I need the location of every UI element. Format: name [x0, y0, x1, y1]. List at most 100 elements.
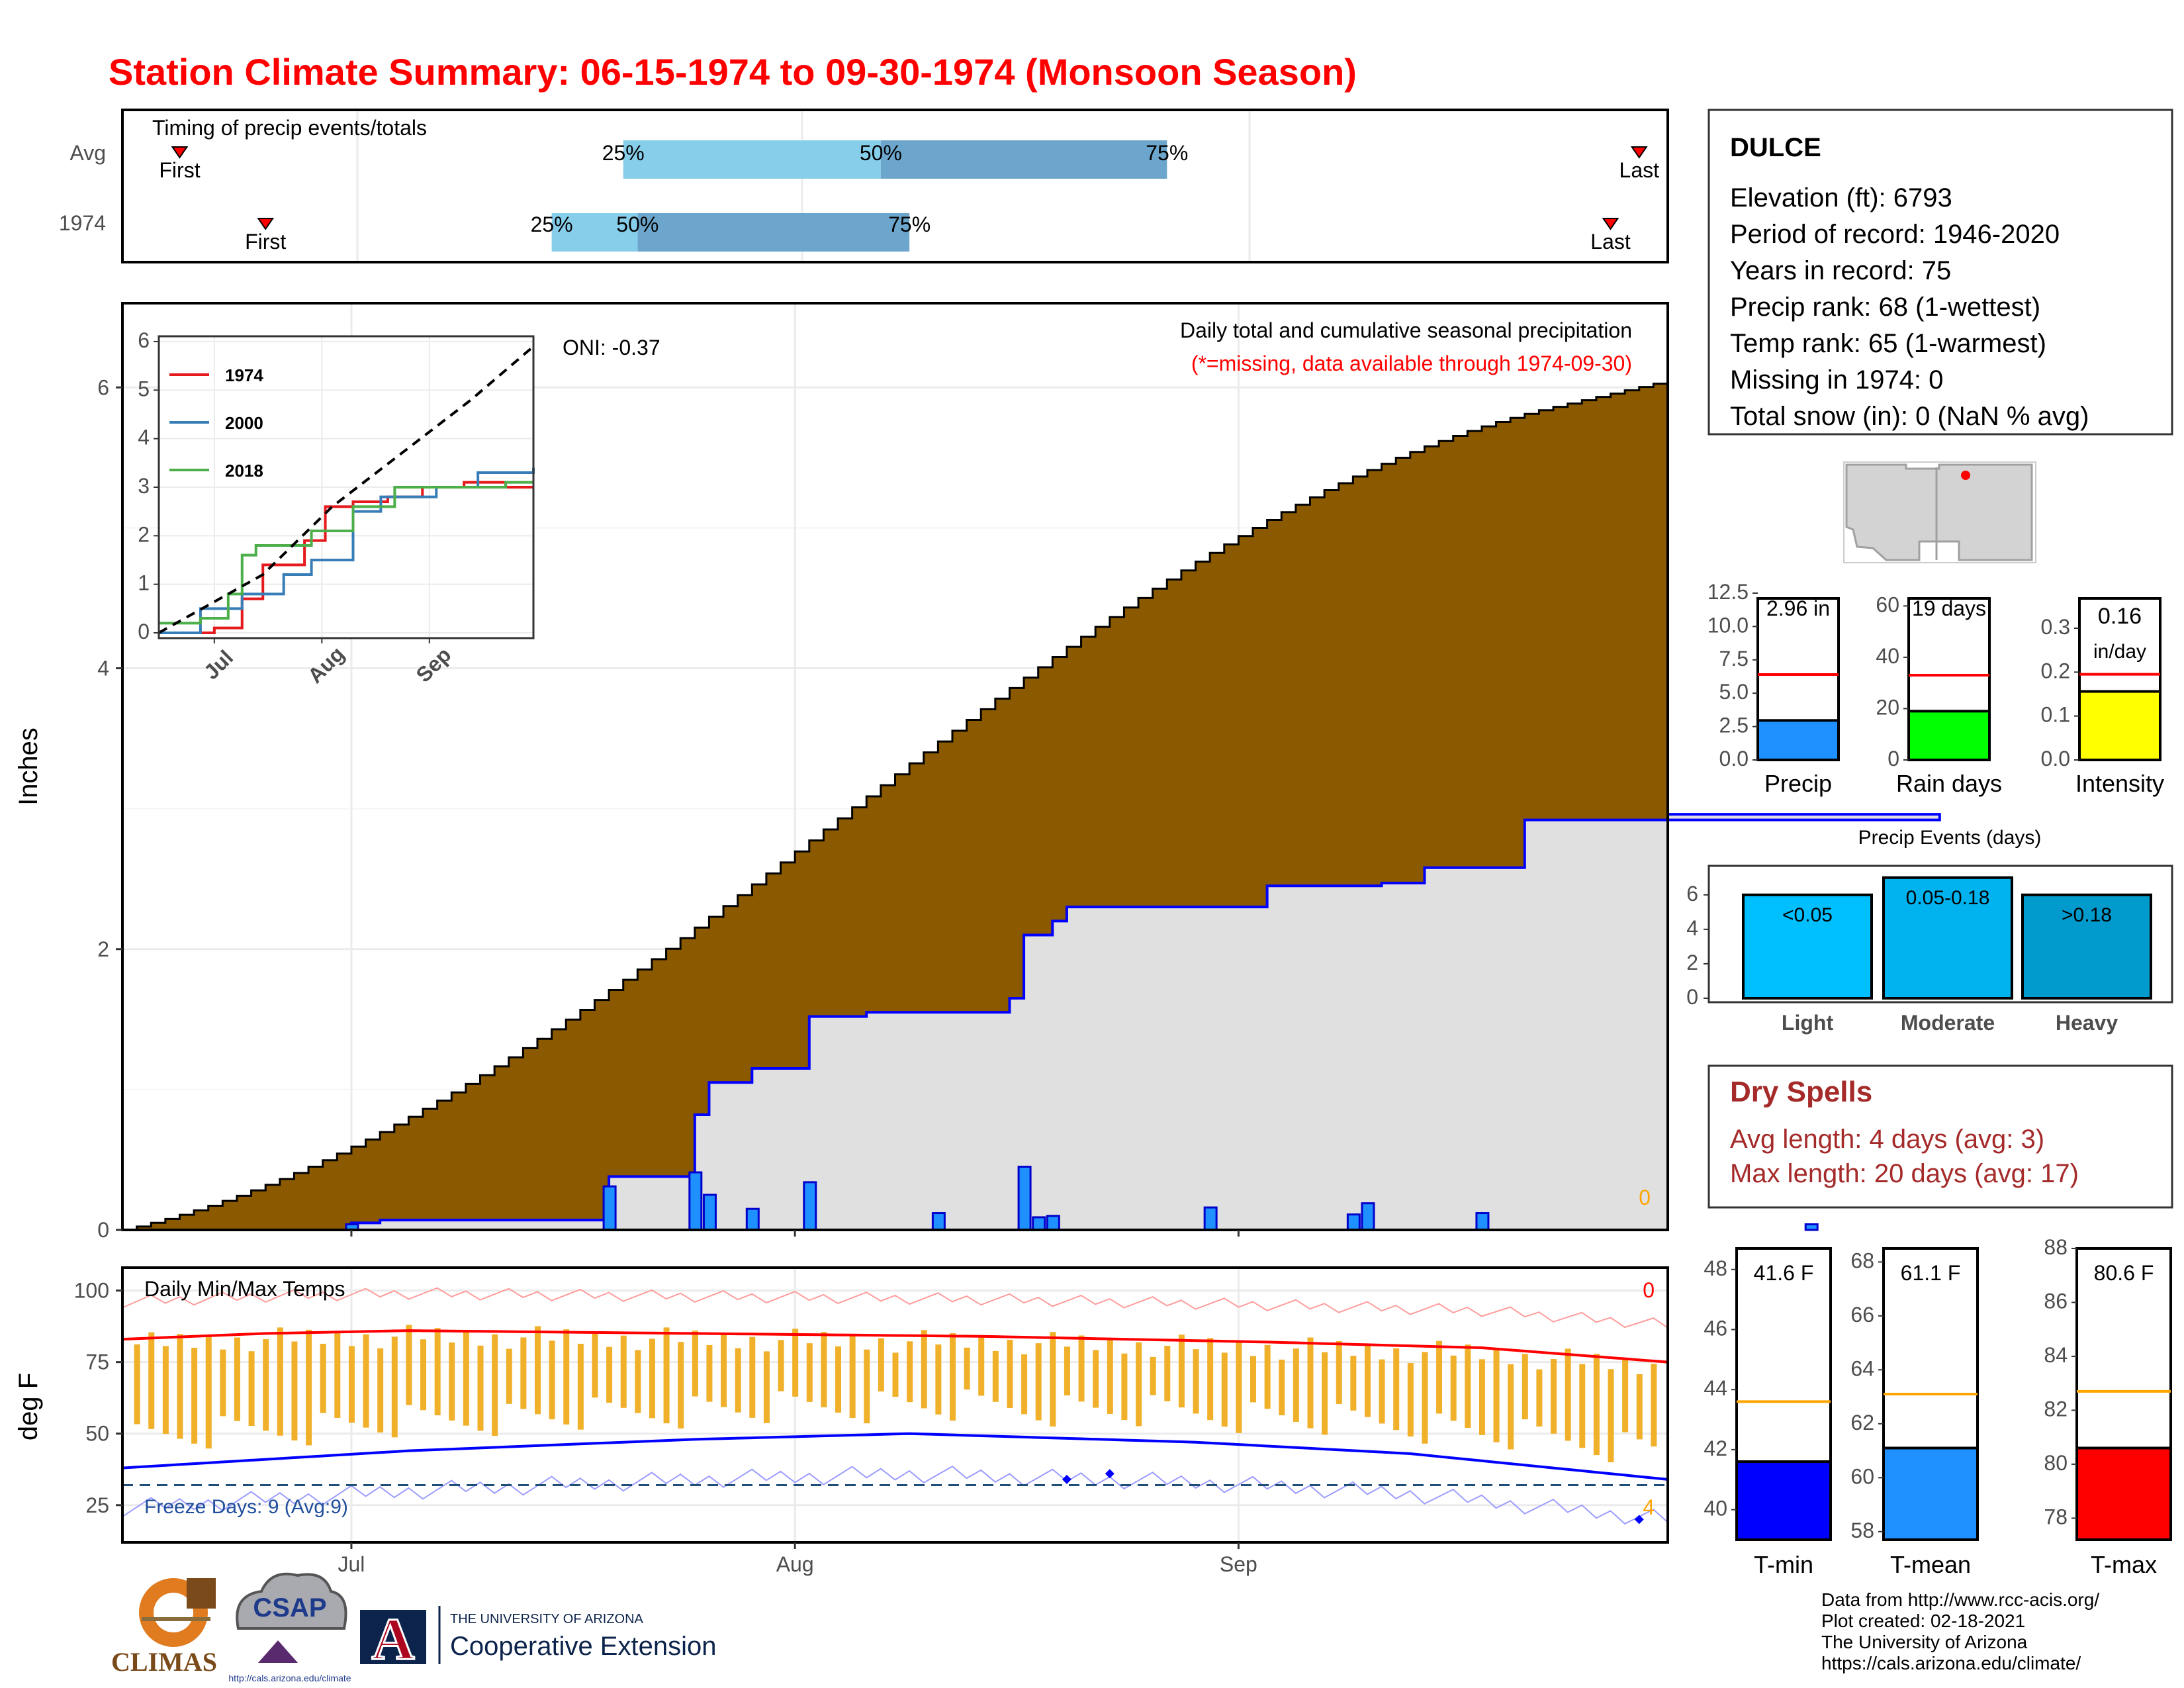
timing-row-avg: Avg: [69, 141, 106, 165]
daily-temp-bar: [1593, 1354, 1600, 1456]
inset-ytick-label: 2: [138, 522, 150, 546]
daily-temp-bar: [792, 1329, 799, 1397]
daily-temp-bar: [1193, 1349, 1199, 1414]
daily-temp-bar: [291, 1341, 298, 1441]
precip-ytick-label: 0: [97, 1218, 109, 1242]
daily-temp-bar: [520, 1337, 527, 1409]
inset-ytick-label: 5: [138, 377, 150, 400]
daily-temp-bar: [763, 1351, 770, 1423]
inset-ytick-label: 1: [138, 571, 150, 595]
timing-bar-q2: [637, 213, 910, 252]
temp-summary-tick-label: 42: [1704, 1436, 1727, 1460]
daily-temp-bar: [921, 1330, 927, 1409]
oni-label: ONI: -0.37: [563, 336, 660, 359]
event-bar-moderate: [1882, 876, 2013, 1000]
daily-temp-bar: [1636, 1374, 1643, 1440]
daily-temp-bar: [420, 1339, 427, 1411]
daily-precip-bar: [1017, 1166, 1032, 1231]
record-high-line: [122, 1287, 1668, 1329]
summary-bars: 2.96 in 0.0 2.5 5.0 7.5 10.0 12.5 Precip 19 days…: [1707, 580, 2164, 797]
daily-temp-bar: [1021, 1354, 1028, 1415]
daily-precip-bar: [1046, 1215, 1060, 1231]
daily-precip-bar: [602, 1185, 617, 1231]
first-label: First: [159, 158, 200, 182]
last-marker: [1602, 218, 1619, 230]
daily-temp-bar: [162, 1346, 169, 1434]
temp-xtick-label: Sep: [1220, 1552, 1257, 1576]
precip-subtitle: Daily total and cumulative seasonal prec…: [1180, 318, 1632, 342]
daily-precip-bar: [1804, 1223, 1819, 1231]
climas-text: CLIMAS: [111, 1647, 217, 1677]
daily-temp-bar: [1107, 1338, 1113, 1414]
precip-panel: 0 2 4 6 Inches ONI: -0.37 Daily total and c…: [14, 302, 1941, 1242]
inset-ytick-label: 6: [138, 328, 150, 352]
temp-summary-tick-label: 64: [1850, 1356, 1874, 1380]
daily-temp-bar: [678, 1342, 684, 1429]
station-info-line: Period of record: 1946-2020: [1730, 220, 2060, 249]
daily-temp-bar: [1608, 1369, 1614, 1462]
summary-tick-label: 12.5: [1707, 580, 1749, 604]
daily-temp-bar: [992, 1350, 999, 1402]
temp-summary-tick-label: 78: [2044, 1505, 2068, 1528]
avg-max-line: [122, 1329, 1668, 1364]
temp-summary-bar-0: [1735, 1460, 1832, 1541]
daily-temp-bar: [1007, 1339, 1013, 1409]
temp-ytick-label: 100: [74, 1279, 109, 1303]
precip-ytick-label: 6: [97, 375, 109, 399]
daily-temp-bar: [1393, 1348, 1400, 1430]
temp-summary-value: 80.6 F: [2094, 1261, 2154, 1285]
daily-temp-bar: [1121, 1353, 1128, 1421]
timing-label: Timing of precip events/totals: [152, 116, 427, 140]
temp-summary-tick-label: 66: [1850, 1303, 1874, 1327]
event-category-label: Moderate: [1901, 1011, 1995, 1035]
temp-summary-tick-label: 60: [1850, 1464, 1874, 1488]
summary-tick-label: 10.0: [1707, 613, 1749, 637]
precip-ytick-label: 2: [97, 937, 109, 961]
daily-precip-bar: [745, 1207, 760, 1231]
daily-temp-bar: [735, 1348, 741, 1413]
daily-temp-bar: [978, 1336, 985, 1396]
temp-summary-tick-label: 80: [2044, 1451, 2068, 1475]
summary-tick-label: 2.5: [1719, 714, 1749, 737]
freeze-marker: [1105, 1469, 1115, 1479]
daily-temp-bar: [1150, 1356, 1156, 1395]
daily-temp-bar: [1364, 1344, 1371, 1417]
ua-logo: A THE UNIVERSITY OF ARIZONA Cooperative …: [360, 1606, 716, 1673]
daily-temp-bar: [234, 1337, 240, 1421]
temp-summary-bar-1: [1882, 1446, 1979, 1541]
dry-spells-max: Max length: 20 days (avg: 17): [1730, 1159, 2079, 1188]
csap-text: CSAP: [253, 1593, 326, 1622]
temp-ytick-label: 75: [85, 1350, 109, 1374]
daily-temp-bar: [534, 1326, 541, 1415]
daily-temp-bar: [935, 1344, 942, 1415]
temp-ytick-label: 50: [85, 1422, 109, 1446]
daily-temp-bar: [1307, 1337, 1314, 1429]
daily-temp-bar: [1164, 1346, 1171, 1401]
daily-temp-bar: [606, 1346, 613, 1403]
timing-bar-q1: [623, 140, 881, 179]
daily-temp-bar: [721, 1333, 727, 1407]
daily-temp-bar: [363, 1334, 369, 1428]
daily-temp-bar: [477, 1345, 484, 1431]
daily-temp-bar: [463, 1331, 469, 1426]
timing-bar-q1: [551, 213, 638, 252]
summary-tick-label: 40: [1876, 644, 1899, 668]
daily-precip-bar: [803, 1181, 817, 1231]
temp-summary-tick-label: 86: [2044, 1289, 2068, 1313]
credit-line-2: Plot created: 02-18-2021: [1821, 1611, 2025, 1631]
event-range-label: 0.05-0.18: [1906, 887, 1990, 909]
cumulative-1974-area: [122, 814, 1940, 1230]
daily-temp-bar: [220, 1349, 226, 1417]
daily-temp-bar: [806, 1343, 813, 1402]
daily-temp-bar: [878, 1338, 884, 1392]
daily-temp-bar: [635, 1350, 641, 1413]
temp-panel: 25 50 75 100 Jul Aug Sep deg F Daily Min/Max …: [14, 1266, 1669, 1576]
inset-legend-label: 2018: [225, 461, 263, 481]
daily-temp-bar: [1479, 1359, 1485, 1435]
daily-temp-bar: [1078, 1335, 1085, 1402]
daily-temp-bar: [334, 1332, 341, 1418]
summary-bar-0: [1756, 719, 1840, 762]
daily-temp-bar: [406, 1325, 412, 1405]
daily-precip-bar: [688, 1171, 703, 1231]
timing-bar-q2: [880, 140, 1167, 179]
